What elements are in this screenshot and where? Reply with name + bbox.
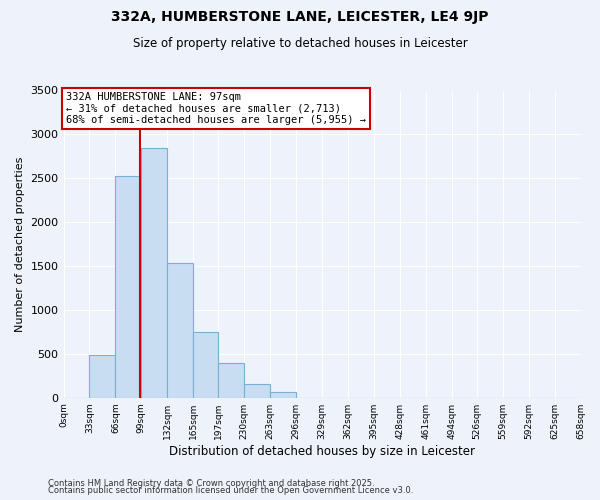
Text: 332A, HUMBERSTONE LANE, LEICESTER, LE4 9JP: 332A, HUMBERSTONE LANE, LEICESTER, LE4 9… (111, 10, 489, 24)
Y-axis label: Number of detached properties: Number of detached properties (15, 156, 25, 332)
Text: Size of property relative to detached houses in Leicester: Size of property relative to detached ho… (133, 38, 467, 51)
Bar (244, 384, 270, 398)
Bar (193, 332, 218, 398)
Bar (218, 362, 244, 398)
Bar (142, 148, 167, 398)
Text: 332A HUMBERSTONE LANE: 97sqm
← 31% of detached houses are smaller (2,713)
68% of: 332A HUMBERSTONE LANE: 97sqm ← 31% of de… (66, 92, 366, 125)
Bar (167, 262, 193, 398)
Bar (89, 354, 115, 398)
Text: Contains public sector information licensed under the Open Government Licence v3: Contains public sector information licen… (48, 486, 413, 495)
Bar (115, 176, 142, 398)
Text: Contains HM Land Registry data © Crown copyright and database right 2025.: Contains HM Land Registry data © Crown c… (48, 478, 374, 488)
Bar (270, 392, 296, 398)
X-axis label: Distribution of detached houses by size in Leicester: Distribution of detached houses by size … (169, 444, 475, 458)
